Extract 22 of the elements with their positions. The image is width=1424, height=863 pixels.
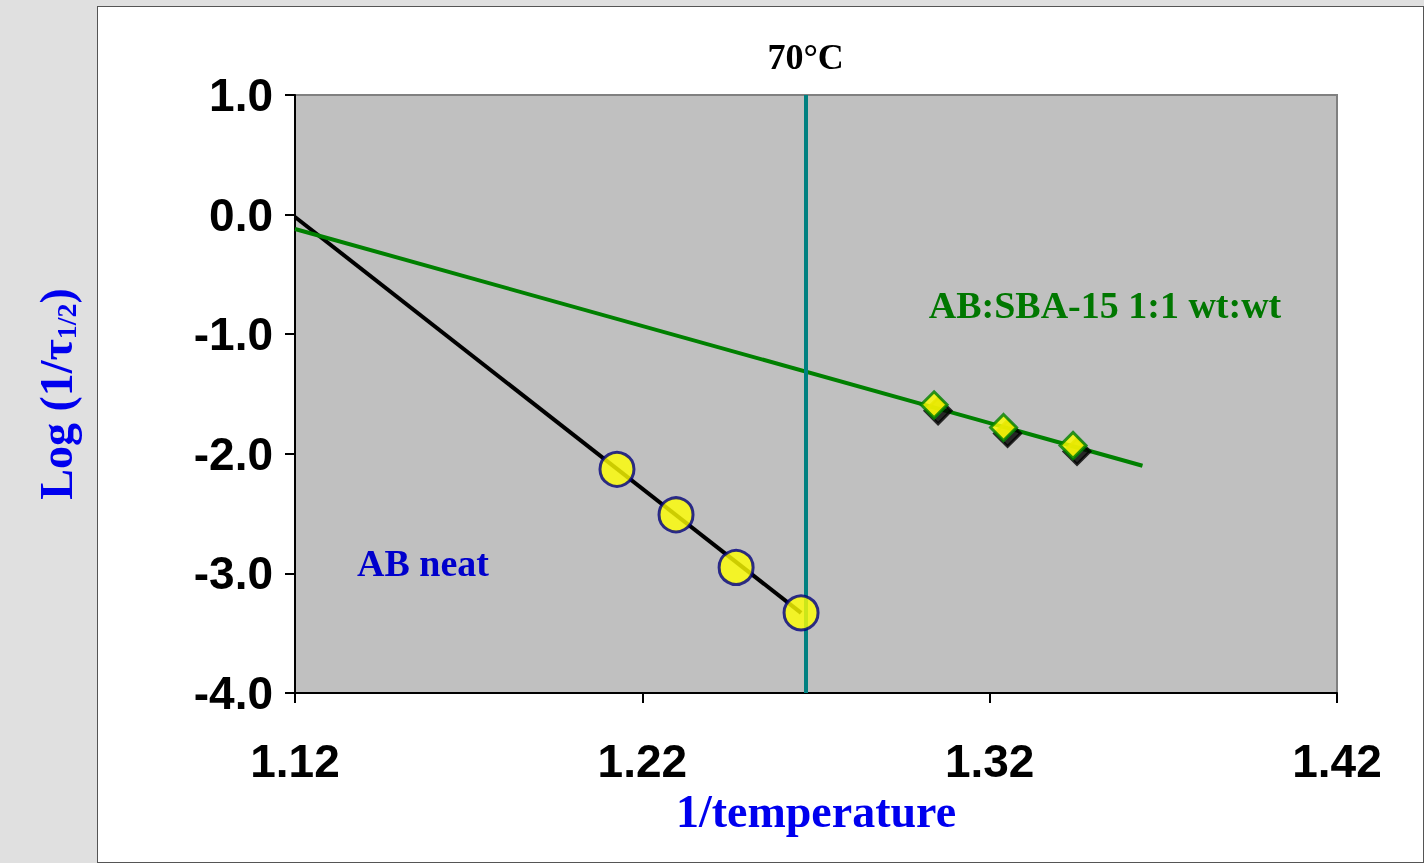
x-tick-label: 1.32 [944, 735, 1035, 787]
ref-line-label: 70°C [767, 37, 844, 77]
x-tick-label: 1.12 [250, 735, 340, 787]
y-axis-title: Log (1/τ1/2) [30, 288, 82, 500]
annotation: AB:SBA-15 1:1 wt:wt [928, 284, 1282, 326]
point [919, 390, 949, 420]
y-tick-label: 1.0 [209, 69, 273, 121]
x-tick-label: 1.42 [1292, 735, 1382, 787]
annotation: AB neat [357, 542, 490, 584]
x-axis-title: 1/temperature [675, 786, 957, 838]
point [657, 496, 695, 534]
y-tick-label: -4.0 [193, 667, 273, 719]
point [717, 548, 755, 586]
y-tick-label: -3.0 [193, 547, 273, 600]
point [782, 594, 820, 632]
point [598, 450, 636, 488]
y-tick-label: -1.0 [193, 308, 273, 361]
x-tick-label: 1.22 [597, 735, 688, 787]
y-tick-label: -2.0 [193, 427, 273, 480]
point [1058, 430, 1088, 460]
point [989, 412, 1019, 442]
y-tick-label: 0.0 [209, 188, 273, 241]
